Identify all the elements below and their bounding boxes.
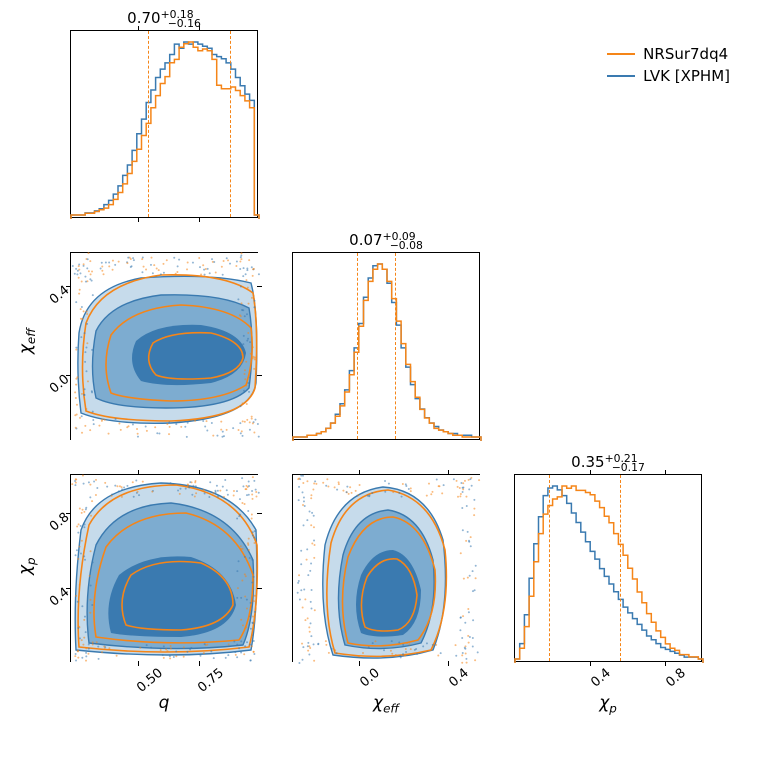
ylabel-chieff: χeff (16, 328, 38, 354)
legend: NRSur7dq4 LVK [XPHM] (607, 45, 730, 89)
ci-line-chip-lo (549, 475, 550, 661)
ci-line-chieff-lo (357, 253, 358, 439)
panel-q-hist: 0.70+0.18−0.16 (70, 30, 258, 218)
legend-item-lvk: LVK [XPHM] (607, 67, 730, 85)
contour-q-chieff (71, 253, 259, 441)
panel-chieff-hist: 0.07+0.09−0.08 (292, 252, 480, 440)
corner-plot-grid: 0.70+0.18−0.16 0.00.4 0.07+0.09−0.08 (70, 30, 730, 690)
xlabel-chip: χp (515, 693, 701, 715)
panel-chip-hist: 0.35+0.21−0.17 χp 0.40.8 (514, 474, 702, 662)
panel-q-chip: q 0.500.750.40.8 (70, 474, 258, 662)
legend-swatch-lvk (607, 75, 635, 77)
title-q: 0.70+0.18−0.16 (71, 9, 257, 27)
ci-line-chieff-hi (395, 253, 396, 439)
panel-q-chieff: 0.00.4 (70, 252, 258, 440)
contour-q-chip (71, 475, 259, 663)
ci-line-chip-hi (620, 475, 621, 661)
legend-item-nrsur: NRSur7dq4 (607, 45, 730, 63)
xlabel-chieff: χeff (293, 693, 479, 715)
ci-line-q-lo (148, 31, 149, 217)
ci-line-q-hi (230, 31, 231, 217)
title-chip: 0.35+0.21−0.17 (515, 453, 701, 471)
legend-label-nrsur: NRSur7dq4 (643, 45, 728, 63)
hist-chieff-svg (293, 253, 481, 441)
panel-chieff-chip: χeff 0.00.4 (292, 474, 480, 662)
legend-swatch-nrsur (607, 53, 635, 55)
hist-chip-svg (515, 475, 703, 663)
legend-label-lvk: LVK [XPHM] (643, 67, 730, 85)
title-chieff: 0.07+0.09−0.08 (293, 231, 479, 249)
contour-chieff-chip (293, 475, 481, 663)
ylabel-chip: χp (16, 557, 38, 575)
xlabel-q: q (71, 693, 257, 713)
